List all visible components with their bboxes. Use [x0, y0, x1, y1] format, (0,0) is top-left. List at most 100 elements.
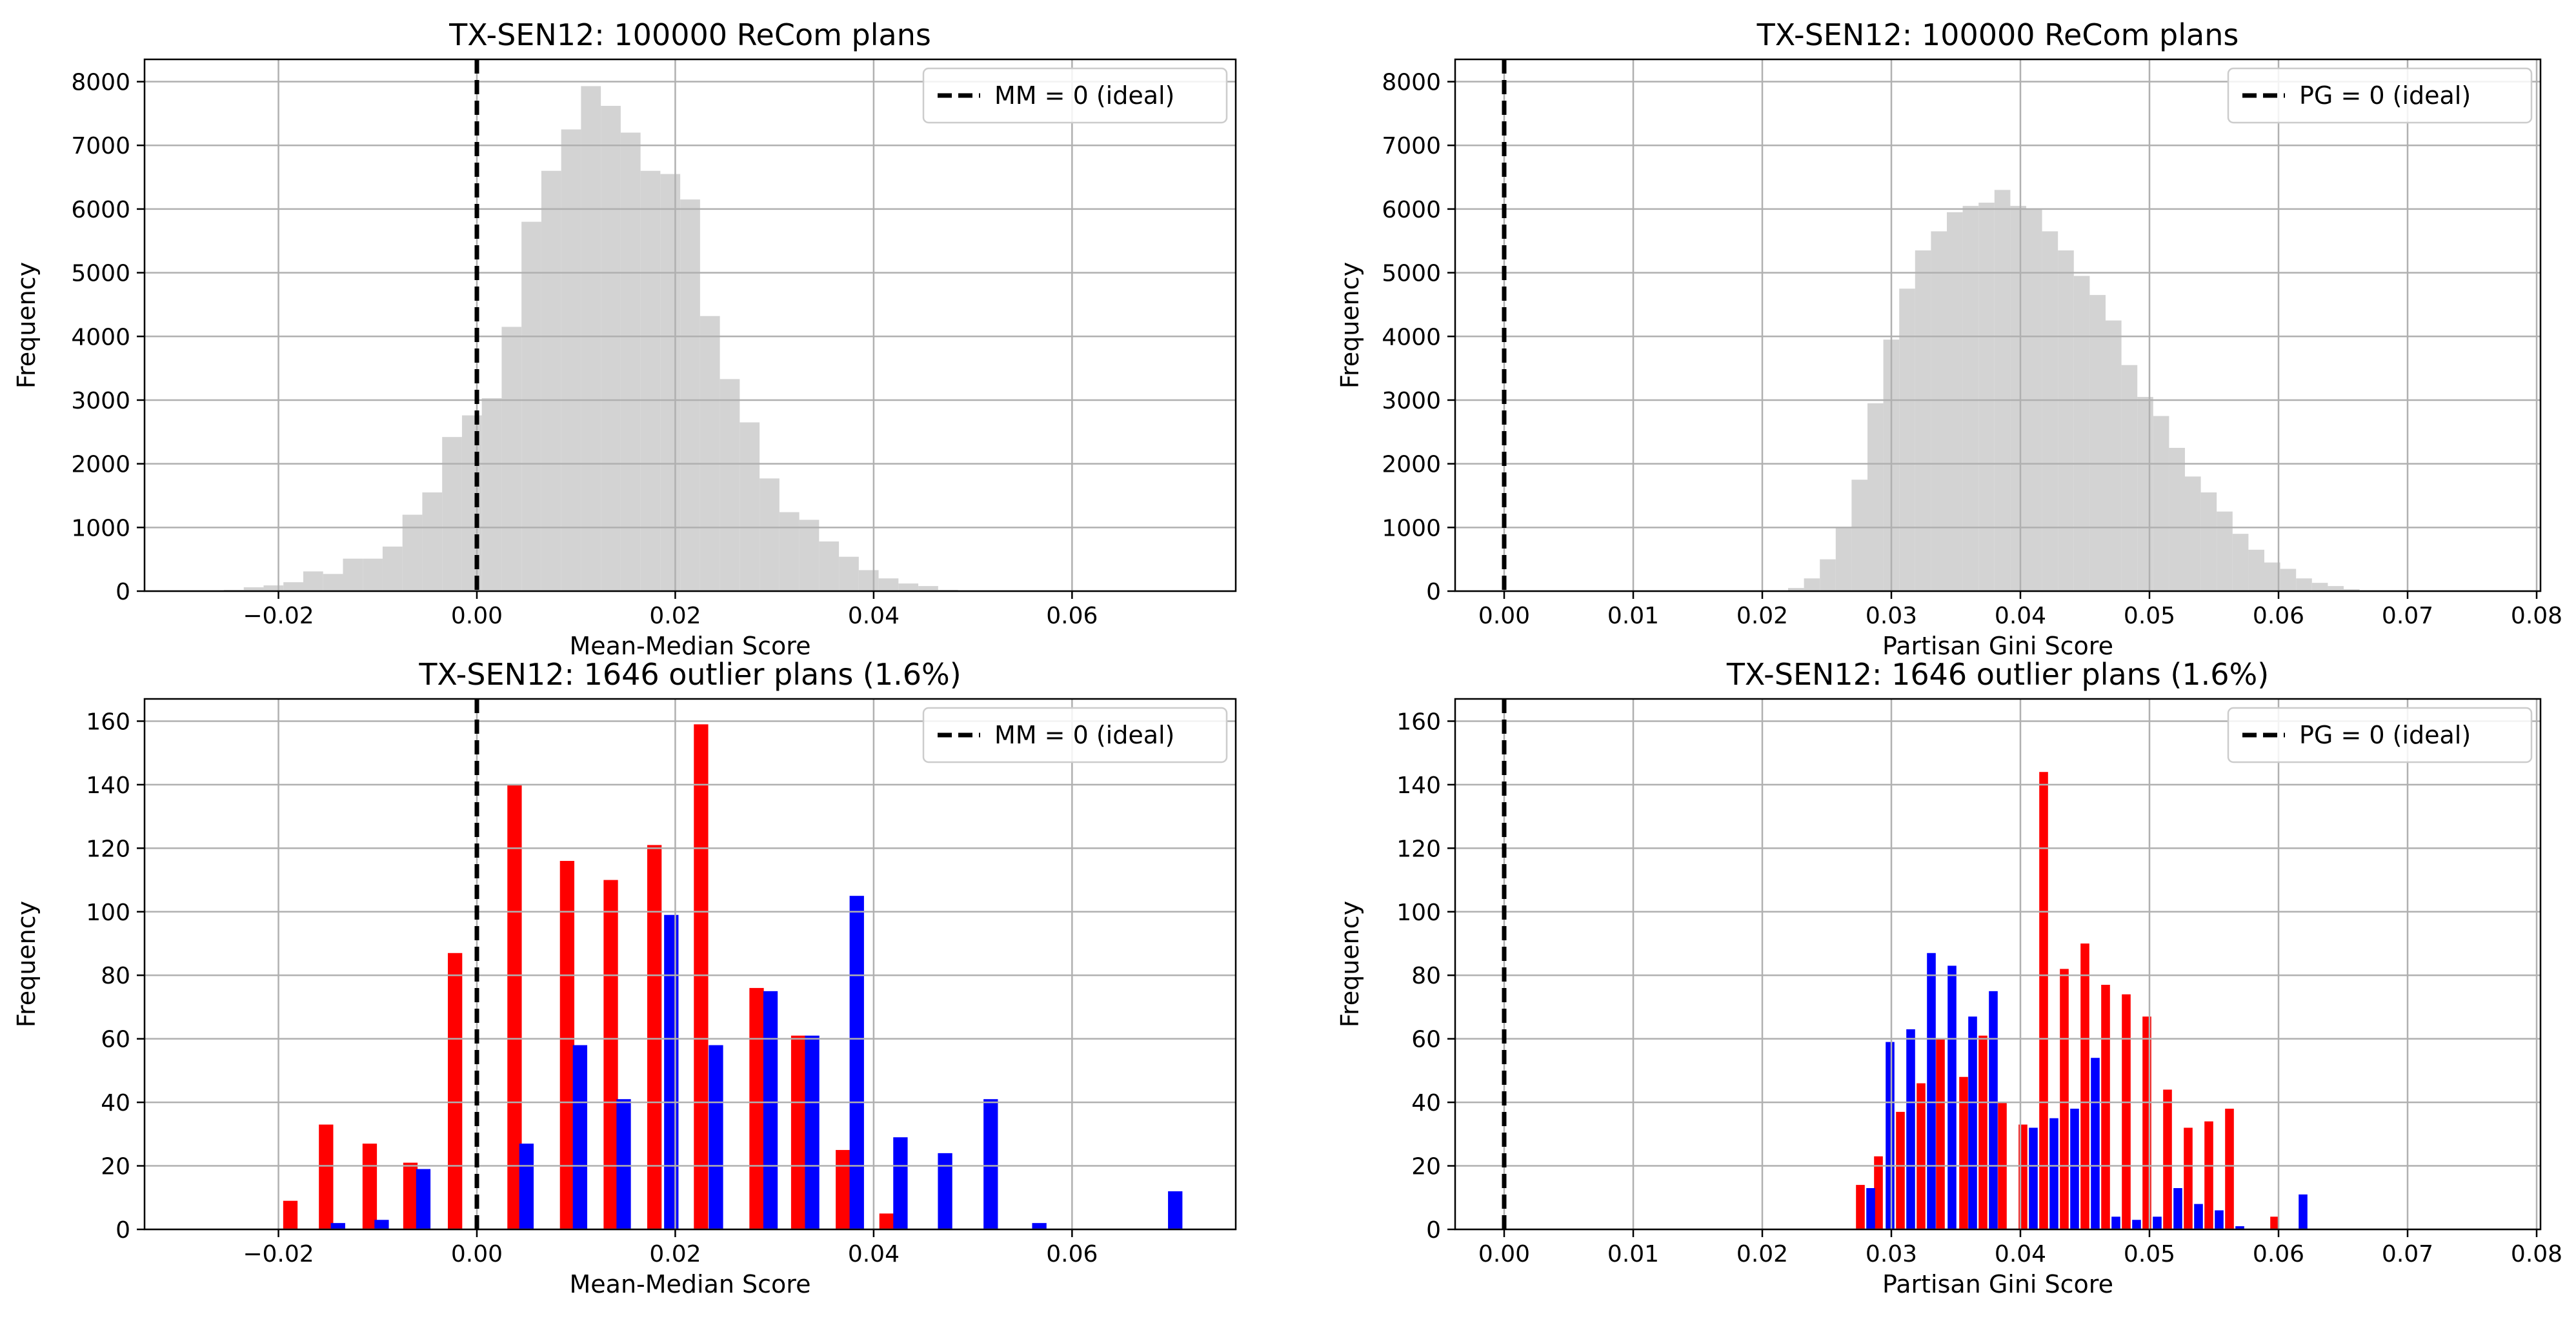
histogram-bar: [2232, 534, 2249, 591]
y-tick-label: 100: [86, 900, 130, 926]
blue-bar: [572, 1045, 588, 1229]
blue-bar: [2194, 1204, 2203, 1229]
y-tick-label: 2000: [1382, 452, 1441, 478]
y-tick-label: 40: [101, 1090, 130, 1116]
y-axis-label: Frequency: [12, 901, 41, 1027]
blue-bar: [1989, 991, 1998, 1229]
histogram-bar: [1947, 212, 1963, 591]
histogram-bar: [363, 558, 383, 591]
y-tick-label: 7000: [71, 133, 130, 159]
x-tick-label: 0.01: [1607, 1241, 1659, 1267]
y-tick-label: 1000: [1382, 515, 1441, 541]
y-tick-label: 60: [1411, 1027, 1441, 1053]
y-tick-label: 20: [1411, 1154, 1441, 1180]
y-tick-label: 60: [101, 1027, 130, 1053]
y-tick-label: 8000: [1382, 70, 1441, 96]
x-tick-label: 0.06: [1046, 1241, 1098, 1267]
x-tick-label: 0.02: [1736, 603, 1788, 629]
blue-bar: [2215, 1210, 2224, 1229]
grid: [1455, 699, 2541, 1231]
blue-bar: [938, 1153, 952, 1229]
x-tick-label: 0.08: [2511, 1241, 2562, 1267]
histogram-bar: [1915, 250, 1931, 591]
red-bar: [790, 1035, 806, 1229]
histogram-bar: [2121, 365, 2138, 591]
red-bar: [1874, 1156, 1883, 1229]
histogram-bar: [2344, 589, 2360, 591]
red-bar: [1978, 1035, 1987, 1229]
chart-title: TX-SEN12: 1646 outlier plans (1.6%): [418, 657, 961, 692]
histogram-bar: [918, 586, 938, 591]
histogram-bar: [660, 174, 681, 591]
y-tick-label: 0: [1426, 579, 1441, 605]
chart-title: TX-SEN12: 1646 outlier plans (1.6%): [1726, 657, 2269, 692]
red-bar: [362, 1144, 377, 1229]
y-axis-label: Frequency: [1336, 901, 1364, 1027]
legend-label: PG = 0 (ideal): [2299, 81, 2471, 110]
legend-label: PG = 0 (ideal): [2299, 721, 2471, 749]
blue-bar: [330, 1223, 345, 1229]
blue-bar: [1866, 1188, 1875, 1229]
histogram-bar: [481, 398, 502, 591]
bars: [283, 724, 1183, 1229]
chart-panel-2: 0.00 0.01 0.02 0.03 0.04 0.05 0.06 0.07 0.08 0 100…: [1336, 17, 2562, 660]
legend-label: MM = 0 (ideal): [994, 721, 1174, 749]
histogram-bar: [501, 327, 522, 591]
y-tick-label: 0: [1426, 1217, 1441, 1244]
histogram-bar: [442, 437, 462, 591]
red-bar: [2184, 1127, 2193, 1229]
red-bar: [694, 724, 709, 1229]
chart-title: TX-SEN12: 100000 ReCom plans: [1756, 17, 2239, 52]
red-bar: [448, 953, 463, 1229]
x-tick-label: 0.04: [848, 603, 900, 629]
x-tick-label: 0.06: [2253, 603, 2304, 629]
x-tick-label: 0.04: [1995, 1241, 2046, 1267]
histogram-bar: [243, 587, 264, 591]
axes-frame: [143, 698, 1237, 1231]
histogram-bar: [1931, 231, 1947, 591]
red-bar: [2080, 944, 2089, 1229]
y-tick-label: 3000: [71, 388, 130, 414]
y-tick-label: 3000: [1382, 388, 1441, 414]
y-axis-label: Frequency: [1336, 262, 1364, 388]
blue-bar: [1886, 1042, 1895, 1229]
histogram-bar: [1804, 578, 1820, 591]
legend-label: MM = 0 (ideal): [994, 81, 1174, 110]
histogram-bar: [283, 582, 303, 591]
x-tick-label: 0.06: [1046, 603, 1098, 629]
red-bar: [319, 1124, 334, 1229]
x-tick-label: 0.02: [1736, 1241, 1788, 1267]
y-tick-label: 0: [116, 579, 130, 605]
legend-box: [922, 707, 1228, 763]
x-tick-label: 0.07: [2382, 603, 2433, 629]
y-tick-label: 6000: [1382, 197, 1441, 223]
legend: MM = 0 (ideal): [922, 707, 1228, 763]
histogram-bar: [799, 520, 820, 591]
x-tick-label: 0.03: [1866, 603, 1917, 629]
bars: [204, 86, 958, 592]
histogram-bar: [699, 316, 720, 591]
histogram-bar: [2328, 586, 2344, 591]
red-bar: [2101, 984, 2110, 1229]
blue-bar: [2153, 1216, 2162, 1229]
x-tick-label: 0.05: [2124, 603, 2175, 629]
y-tick-label: 160: [86, 709, 130, 735]
legend-box: [922, 67, 1228, 124]
histogram-bar: [2089, 295, 2106, 591]
blue-bar: [1927, 953, 1936, 1229]
red-bar: [1856, 1185, 1865, 1229]
blue-bar: [2091, 1058, 2100, 1229]
red-bar: [647, 845, 662, 1229]
blue-bar: [1168, 1191, 1183, 1229]
histogram-bar: [2042, 231, 2058, 591]
y-tick-label: 5000: [71, 261, 130, 287]
y-axis-label: Frequency: [12, 262, 41, 388]
histogram-bar: [2106, 320, 2122, 591]
blue-bar: [616, 1099, 631, 1229]
histogram-bar: [343, 558, 363, 591]
x-tick-label: −0.02: [243, 603, 314, 629]
legend-box: [2227, 67, 2533, 124]
y-tick-label: 4000: [1382, 324, 1441, 350]
y-tick-label: 140: [86, 772, 130, 799]
x-axis-label: Mean-Median Score: [570, 632, 811, 660]
